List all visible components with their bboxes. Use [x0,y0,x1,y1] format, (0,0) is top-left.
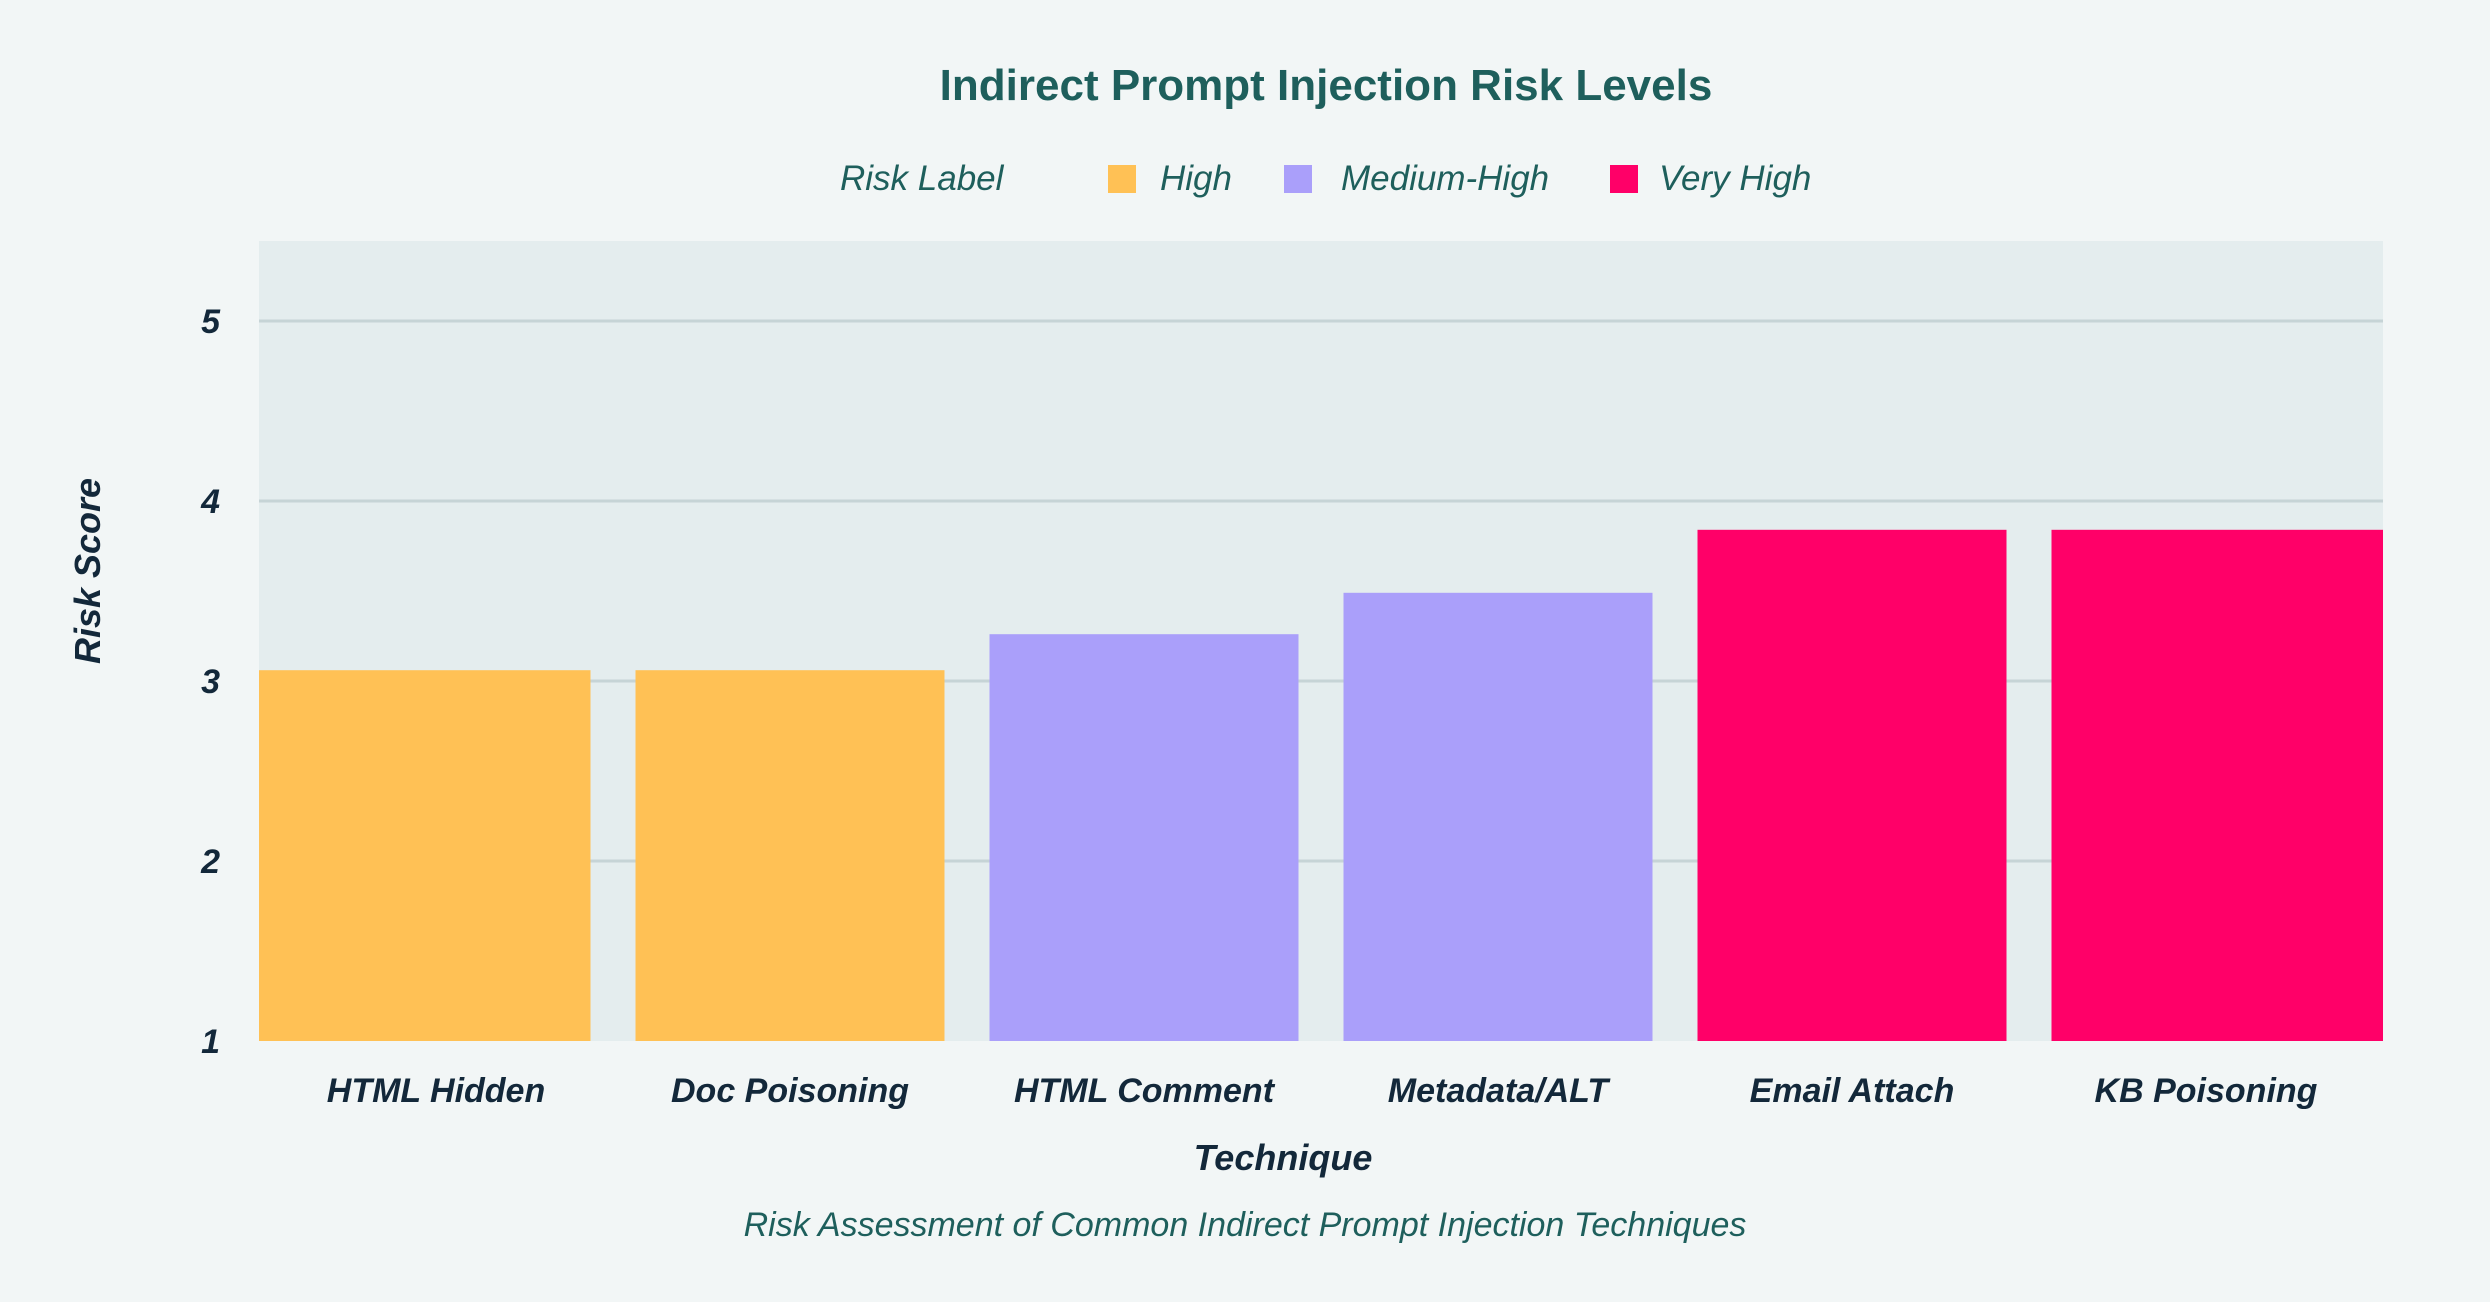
legend-label: Very High [1659,159,1811,198]
legend-swatch-high [1108,165,1136,193]
y-axis-ticks: 1 2 3 4 5 [200,303,221,1061]
x-axis-ticks: HTML Hidden Doc Poisoning HTML Comment Meta… [327,1072,2318,1110]
legend-label: Medium-High [1341,159,1549,198]
x-tick-label: HTML Hidden [327,1072,545,1110]
legend: Risk Label High Medium-High Very High [840,159,1811,198]
y-tick-label: 3 [201,663,220,701]
chart-caption: Risk Assessment of Common Indirect Promp… [744,1206,1747,1244]
chart-title: Indirect Prompt Injection Risk Levels [940,61,1713,110]
y-tick-label: 5 [201,303,221,341]
x-axis-title: Technique [1194,1137,1373,1178]
x-tick-label: Metadata/ALT [1388,1072,1612,1110]
y-tick-label: 2 [200,843,220,881]
y-axis-title: Risk Score [67,478,108,664]
bar-html-comment [989,634,1299,1041]
bar-doc-poisoning [635,670,945,1041]
x-tick-label: Doc Poisoning [671,1072,909,1110]
bar-metadata-alt [1343,592,1653,1041]
plot-background [259,241,2383,1041]
bar-email-attach [1697,529,2007,1041]
y-tick-label: 1 [201,1023,220,1061]
bars [259,529,2383,1041]
legend-label: High [1160,159,1232,198]
x-tick-label: KB Poisoning [2095,1072,2318,1110]
x-tick-label: Email Attach [1750,1072,1955,1110]
legend-title: Risk Label [840,159,1005,198]
legend-swatch-very-high [1610,165,1638,193]
bar-html-hidden [259,670,591,1041]
gridlines [259,319,2383,863]
legend-swatch-medium-high [1284,165,1312,193]
y-tick-label: 4 [200,483,220,521]
bar-kb-poisoning [2051,529,2383,1041]
x-tick-label: HTML Comment [1014,1072,1276,1110]
